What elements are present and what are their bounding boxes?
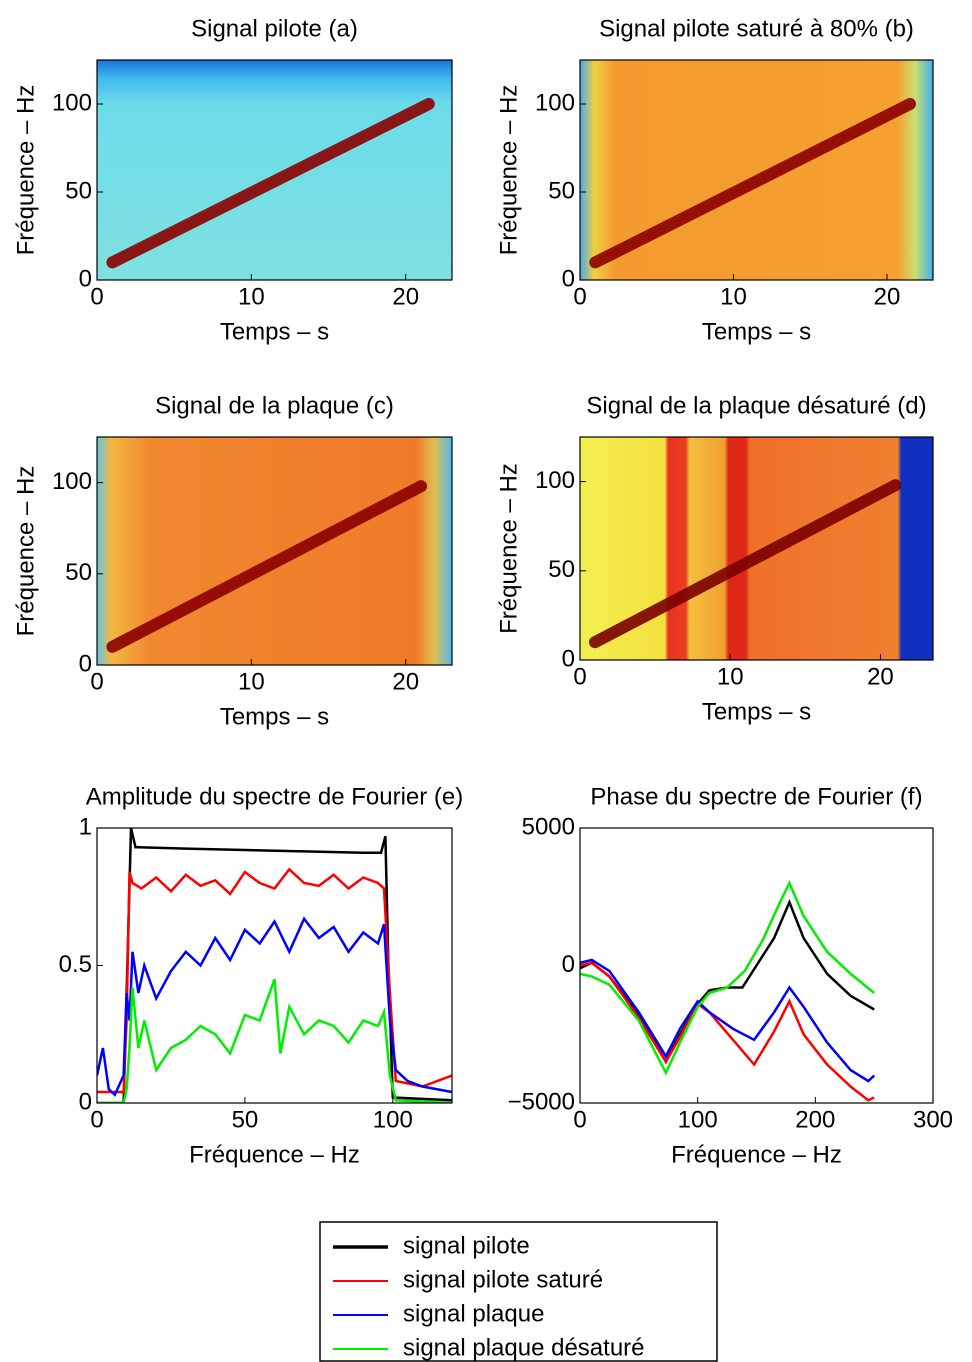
chart-title: Phase du spectre de Fourier (f) — [590, 783, 922, 810]
x-tick-label: 10 — [238, 668, 265, 695]
x-tick-label: 200 — [795, 1106, 835, 1133]
y-tick-label: 0.5 — [59, 951, 92, 978]
series-line — [97, 828, 452, 1103]
axes-box — [96, 436, 453, 666]
x-axis-label: Temps – s — [220, 703, 329, 730]
x-axis-label: Temps – s — [702, 318, 811, 345]
y-tick-label: 1 — [79, 813, 92, 840]
y-tick-label: 50 — [65, 177, 92, 204]
x-tick-label: 20 — [867, 663, 894, 690]
y-axis-label: Fréquence – Hz — [495, 463, 522, 634]
legend-label: signal plaque désaturé — [403, 1334, 645, 1361]
series-line — [580, 899, 875, 1065]
legend-label: signal pilote saturé — [403, 1266, 603, 1293]
x-tick-label: 20 — [392, 668, 419, 695]
y-axis-label: Fréquence – Hz — [495, 85, 522, 256]
x-axis-label: Fréquence – Hz — [189, 1141, 360, 1168]
chart-title: Signal de la plaque (c) — [155, 392, 394, 419]
y-tick-label: 0 — [79, 1088, 92, 1115]
chart-title: Signal de la plaque désaturé (d) — [586, 392, 926, 419]
y-tick-label: 0 — [562, 645, 575, 672]
x-tick-label: 100 — [373, 1106, 413, 1133]
x-tick-label: 50 — [232, 1106, 259, 1133]
y-tick-label: 50 — [548, 177, 575, 204]
y-tick-label: 0 — [562, 951, 575, 978]
ridge-line — [589, 98, 916, 269]
x-tick-label: 0 — [90, 1106, 103, 1133]
x-axis-label: Temps – s — [220, 318, 329, 345]
series-line — [580, 961, 875, 1102]
y-tick-label: 0 — [79, 265, 92, 292]
ridge-line — [106, 98, 435, 269]
axes-box — [96, 827, 453, 1104]
legend-label: signal plaque — [403, 1300, 544, 1327]
y-tick-label: 100 — [535, 89, 575, 116]
chart-title: Signal pilote (a) — [191, 15, 358, 42]
axes-box — [579, 59, 934, 281]
axes-box — [579, 436, 934, 661]
x-tick-label: 0 — [573, 283, 586, 310]
series-line — [580, 958, 876, 1083]
x-tick-label: 0 — [90, 283, 103, 310]
x-tick-label: 10 — [717, 663, 744, 690]
ridge-line — [106, 480, 428, 653]
x-tick-label: 0 — [573, 1106, 586, 1133]
chart-title: Amplitude du spectre de Fourier (e) — [86, 783, 464, 810]
axes-box — [96, 59, 453, 281]
legend-label: signal pilote — [403, 1232, 530, 1259]
x-tick-label: 100 — [678, 1106, 718, 1133]
y-tick-label: 50 — [65, 559, 92, 586]
series-line — [97, 867, 452, 1094]
legend-box — [319, 1221, 718, 1362]
series-line — [580, 880, 875, 1076]
ridge-line — [589, 479, 902, 649]
x-tick-label: 0 — [90, 668, 103, 695]
y-tick-label: −5000 — [508, 1088, 575, 1115]
series-line — [97, 978, 452, 1103]
y-tick-label: 50 — [548, 556, 575, 583]
y-tick-label: 0 — [79, 650, 92, 677]
x-axis-label: Fréquence – Hz — [671, 1141, 842, 1168]
x-tick-label: 20 — [874, 283, 901, 310]
x-tick-label: 300 — [913, 1106, 953, 1133]
chart-title: Signal pilote saturé à 80% (b) — [599, 15, 914, 42]
series-line — [97, 916, 452, 1097]
x-tick-label: 10 — [720, 283, 747, 310]
axes-box — [579, 827, 934, 1104]
y-tick-label: 100 — [52, 89, 92, 116]
y-axis-label: Fréquence – Hz — [12, 85, 39, 256]
y-tick-label: 0 — [562, 265, 575, 292]
x-tick-label: 20 — [392, 283, 419, 310]
legend: signal pilote signal pilote saturé signal … — [319, 1221, 718, 1362]
y-tick-label: 5000 — [522, 813, 575, 840]
x-tick-label: 0 — [573, 663, 586, 690]
x-tick-label: 10 — [238, 283, 265, 310]
y-axis-label: Fréquence – Hz — [12, 466, 39, 637]
y-tick-label: 100 — [52, 468, 92, 495]
x-axis-label: Temps – s — [702, 698, 811, 725]
y-tick-label: 100 — [535, 467, 575, 494]
